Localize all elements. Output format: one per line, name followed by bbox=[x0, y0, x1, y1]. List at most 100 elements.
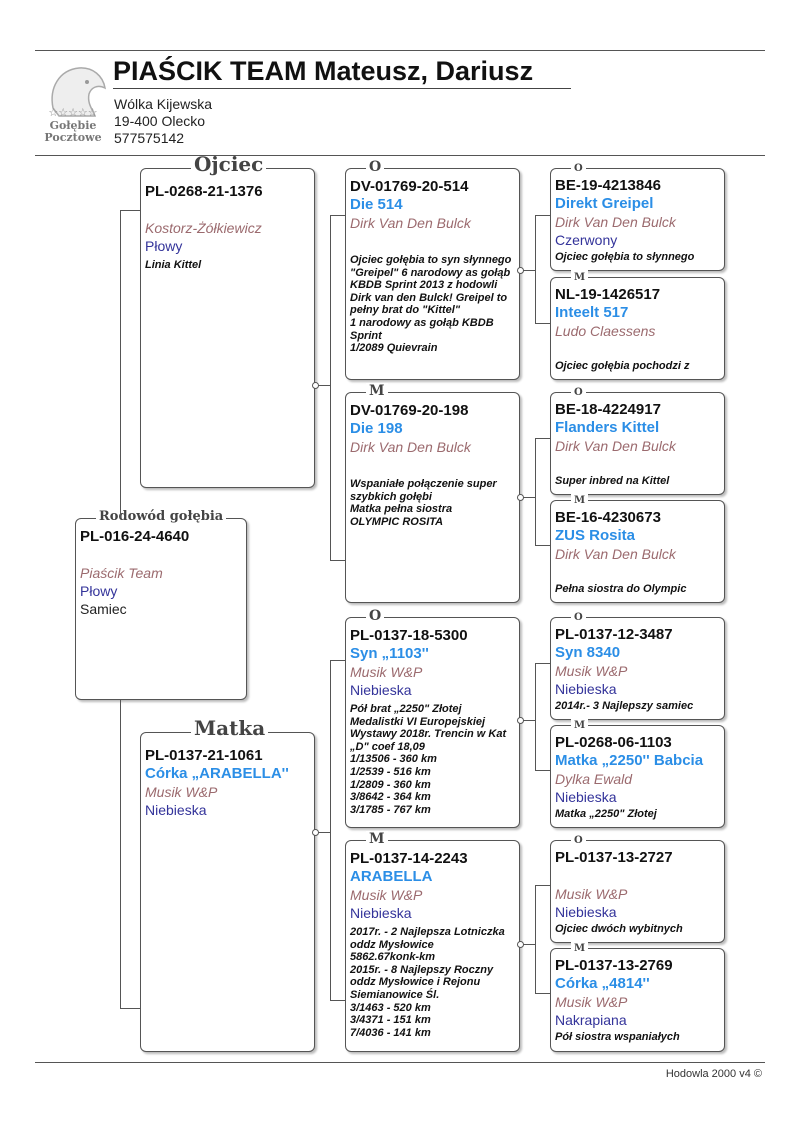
connector-line bbox=[330, 660, 345, 661]
pigeon-name: Direkt Greipel bbox=[555, 195, 654, 212]
breeder-name: Dirk Van Den Bulck bbox=[555, 546, 676, 562]
breeder-name: Musik W&P bbox=[555, 886, 628, 902]
pigeon-notes: Wspaniałe połączenie super szybkich gołę… bbox=[350, 478, 497, 528]
connector-line bbox=[535, 438, 536, 545]
connector-line bbox=[535, 885, 550, 886]
breeder-name: Dirk Van Den Bulck bbox=[350, 215, 471, 231]
breeder-name: Ludo Claessens bbox=[555, 323, 656, 339]
breeder-name: Dirk Van Den Bulck bbox=[350, 439, 471, 455]
feather-color: Płowy bbox=[145, 238, 183, 254]
ring-number: BE-18-4224917 bbox=[555, 401, 661, 418]
ring-number: PL-0137-13-2769 bbox=[555, 957, 673, 974]
box-label: O bbox=[366, 159, 385, 175]
box-label: M bbox=[571, 718, 589, 734]
breeder-name: Dylka Ewald bbox=[555, 771, 633, 787]
connector-node bbox=[312, 382, 319, 389]
feather-color bbox=[555, 340, 720, 358]
pedigree-box-mff[interactable]: O PL-0137-12-3487 Syn 8340 Musik W&P Niebies… bbox=[550, 610, 725, 720]
ring-number: PL-0268-21-1376 bbox=[145, 183, 263, 200]
ring-number: PL-0137-12-3487 bbox=[555, 626, 673, 643]
feather-color: Nakrapiana bbox=[555, 1012, 627, 1028]
ring-number: PL-0137-14-2243 bbox=[350, 850, 468, 867]
connector-line bbox=[535, 885, 536, 993]
pigeon-name: Inteelt 517 bbox=[555, 304, 629, 321]
pedigree-box-mmf[interactable]: O PL-0137-13-2727 Musik W&P Niebieska Ojciec… bbox=[550, 833, 725, 943]
feather-color: Niebieska bbox=[555, 904, 617, 920]
pedigree-box-mmm[interactable]: M PL-0137-13-2769 Córka „4814'' Musik W&P Na… bbox=[550, 941, 725, 1052]
box-label: O bbox=[366, 608, 385, 624]
feather-color: Niebieska bbox=[555, 681, 617, 697]
connector-line bbox=[330, 215, 331, 560]
pedigree-box-ff[interactable]: O DV-01769-20-514 Die 514 Dirk Van Den Bulc… bbox=[345, 159, 520, 380]
box-label: M bbox=[571, 270, 589, 286]
pigeon-name: Matka „2250'' Babcia bbox=[555, 752, 704, 769]
pigeon-sex: Samiec bbox=[80, 601, 127, 617]
svg-text:☆☆☆☆☆: ☆☆☆☆☆ bbox=[48, 107, 97, 119]
feather-color bbox=[555, 563, 720, 581]
connector-node bbox=[517, 494, 524, 501]
pedigree-box-father[interactable]: Ojciec PL-0268-21-1376 Kostorz-Żółkiewicz P… bbox=[140, 154, 315, 488]
pigeon-notes: Ojciec gołębia pochodzi z bbox=[555, 360, 690, 372]
box-label: O bbox=[571, 161, 586, 177]
address-line2: 19-400 Olecko bbox=[114, 113, 206, 129]
pigeon-notes: Matka „2250" Złotej bbox=[555, 808, 657, 820]
pedigree-box-mother[interactable]: Matka PL-0137-21-1061 Córka „ARABELLA'' Mus… bbox=[140, 718, 315, 1052]
connector-line bbox=[520, 944, 535, 945]
connector-line bbox=[120, 210, 121, 518]
pedigree-box-fmf[interactable]: O BE-18-4224917 Flanders Kittel Dirk Van De… bbox=[550, 385, 725, 495]
logo-text: Gołębie Pocztowe bbox=[44, 119, 102, 144]
box-label: M bbox=[366, 383, 388, 399]
pigeon-notes: Pół brat „2250" Złotej Medalistki VI Eur… bbox=[350, 703, 507, 816]
connector-line bbox=[520, 270, 535, 271]
header-divider bbox=[35, 155, 765, 156]
connector-line bbox=[535, 438, 550, 439]
feather-color: Niebieska bbox=[145, 802, 207, 818]
feather-color bbox=[555, 455, 720, 473]
phone: 577575142 bbox=[114, 130, 185, 146]
connector-line bbox=[315, 832, 330, 833]
ring-number: PL-0137-18-5300 bbox=[350, 627, 468, 644]
pedigree-box-fff[interactable]: O BE-19-4213846 Direkt Greipel Dirk Van Den… bbox=[550, 161, 725, 271]
pigeon-name: Syn „1103'' bbox=[350, 645, 429, 662]
pigeon-notes: Super inbred na Kittel bbox=[555, 475, 670, 487]
pedigree-box-fmm[interactable]: M BE-16-4230673 ZUS Rosita Dirk Van Den Bul… bbox=[550, 493, 725, 603]
connector-line bbox=[520, 497, 535, 498]
pedigree-box-mm[interactable]: M PL-0137-14-2243 ARABELLA Musik W&P Niebies… bbox=[345, 831, 520, 1052]
pedigree-box-ffm[interactable]: M NL-19-1426517 Inteelt 517 Ludo Claessens O… bbox=[550, 270, 725, 380]
breeder-name: Musik W&P bbox=[350, 664, 423, 680]
pigeon-name: Córka „4814'' bbox=[555, 975, 650, 992]
box-label: O bbox=[571, 610, 586, 626]
breeder-name: Dirk Van Den Bulck bbox=[555, 214, 676, 230]
pigeon-name bbox=[555, 867, 720, 885]
pedigree-box-mfm[interactable]: M PL-0268-06-1103 Matka „2250'' Babcia Dylk… bbox=[550, 718, 725, 828]
box-label: Matka bbox=[191, 718, 269, 738]
pigeon-notes: Linia Kittel bbox=[145, 259, 202, 271]
pigeon-name: ARABELLA bbox=[350, 868, 433, 885]
pedigree-box-mf[interactable]: O PL-0137-18-5300 Syn „1103'' Musik W&P Nieb… bbox=[345, 608, 520, 828]
breeder-name: Musik W&P bbox=[350, 887, 423, 903]
connector-node bbox=[517, 941, 524, 948]
connector-line bbox=[535, 770, 550, 771]
pedigree-box-subject[interactable]: Rodowód gołębia PL-016-24-4640 Piaścik Tea… bbox=[75, 509, 247, 700]
connector-node bbox=[517, 717, 524, 724]
box-label: Rodowód gołębia bbox=[96, 509, 227, 525]
feather-color: Niebieska bbox=[555, 789, 617, 805]
connector-line bbox=[535, 323, 550, 324]
feather-color bbox=[350, 456, 515, 474]
ring-number: DV-01769-20-514 bbox=[350, 178, 469, 195]
connector-line bbox=[535, 215, 536, 323]
connector-node bbox=[517, 267, 524, 274]
title-underline bbox=[113, 88, 571, 89]
ring-number: DV-01769-20-198 bbox=[350, 402, 469, 419]
breeder-name: Piaścik Team bbox=[80, 565, 163, 581]
pigeon-notes: Pół siostra wspaniałych bbox=[555, 1031, 680, 1043]
breeder-name: Musik W&P bbox=[145, 784, 218, 800]
pigeon-notes: Ojciec dwóch wybitnych bbox=[555, 923, 683, 935]
feather-color: Niebieska bbox=[350, 682, 412, 698]
ring-number: PL-0268-06-1103 bbox=[555, 734, 672, 751]
connector-node bbox=[312, 829, 319, 836]
pedigree-box-fm[interactable]: M DV-01769-20-198 Die 198 Dirk Van Den Bulc… bbox=[345, 383, 520, 603]
pigeon-logo-icon: ☆☆☆☆☆ bbox=[48, 67, 106, 119]
box-label: Ojciec bbox=[191, 154, 267, 174]
